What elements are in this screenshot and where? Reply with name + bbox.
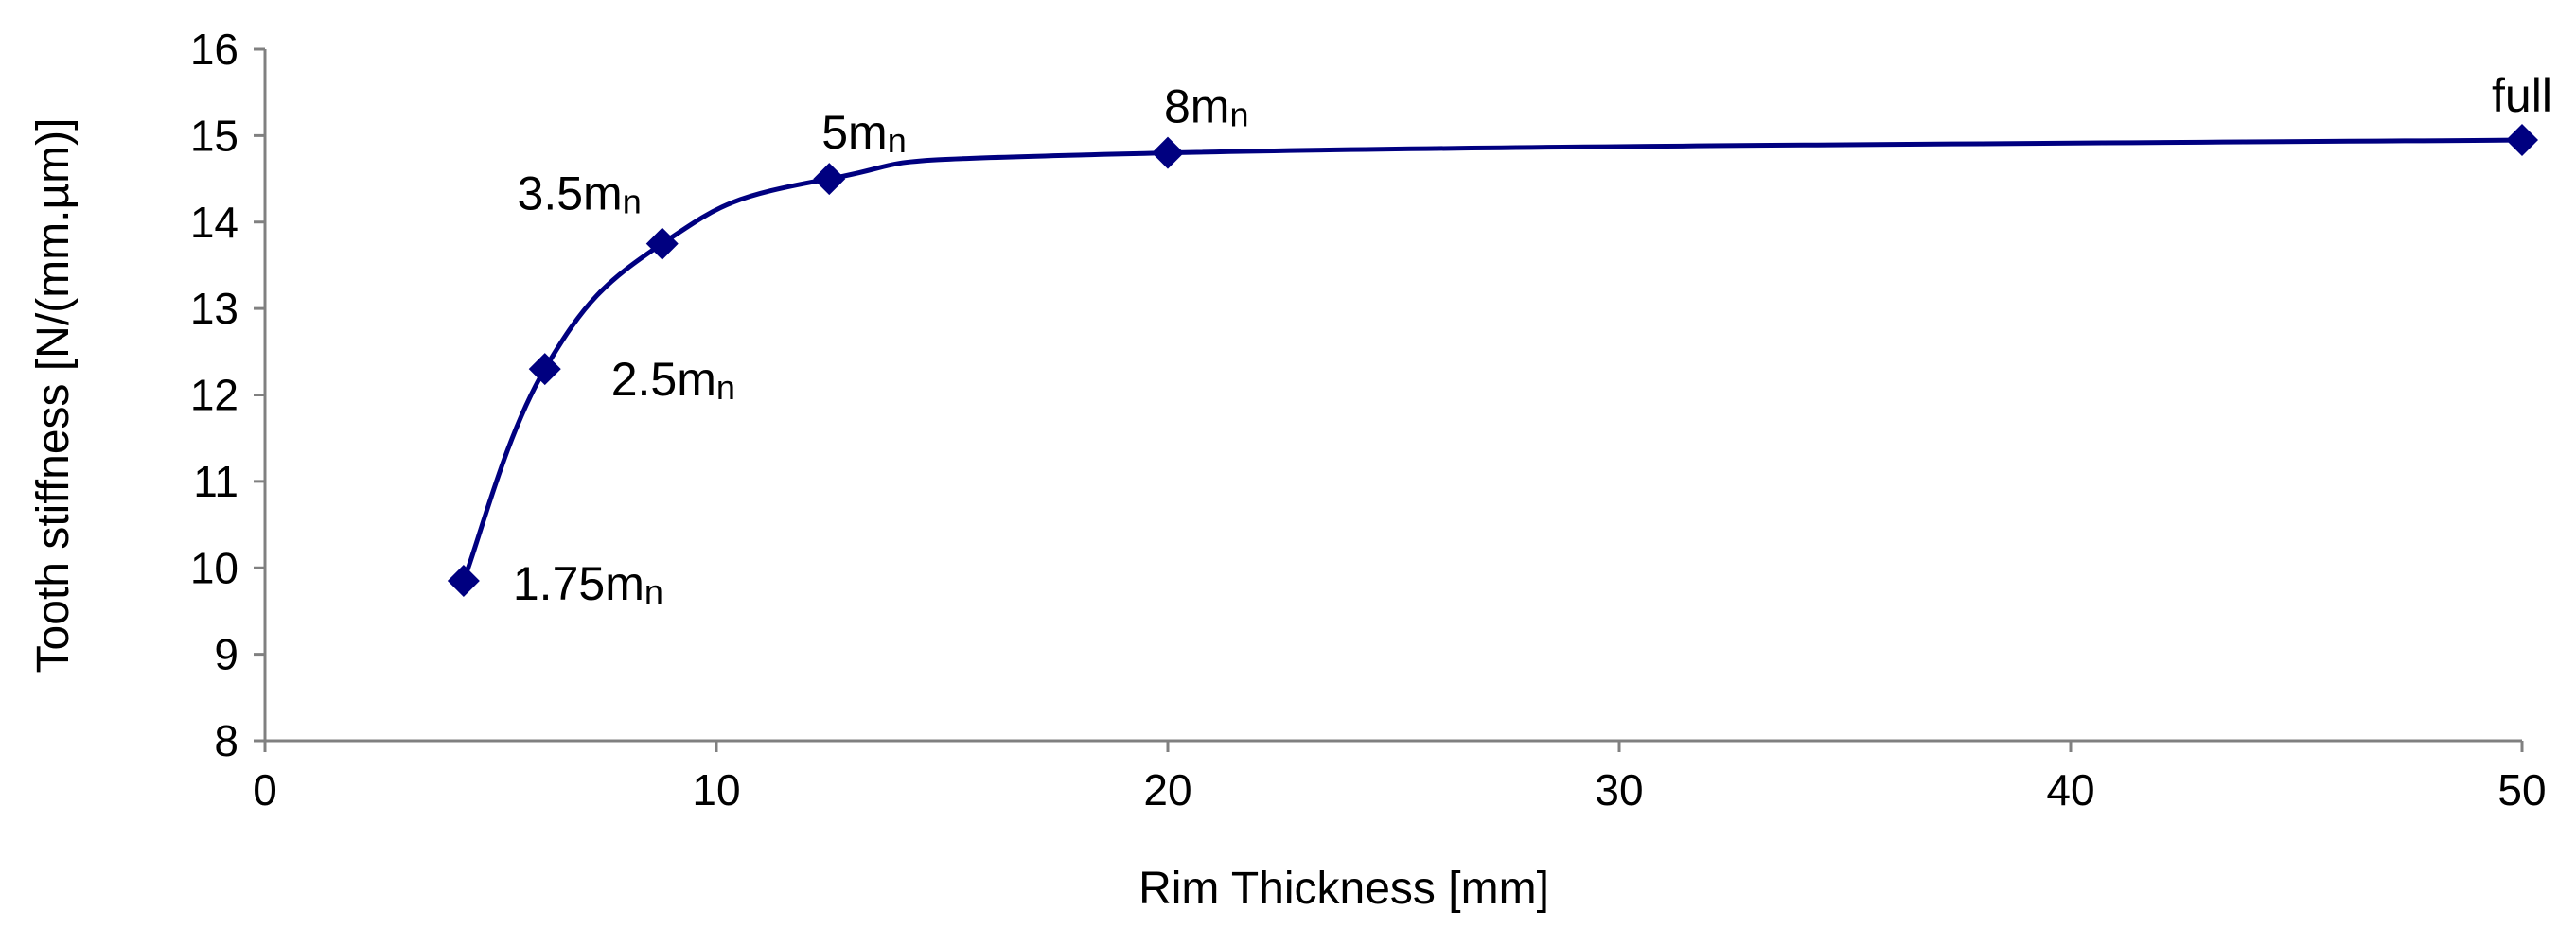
ticks: 8 9 10 11 12 13 14 15 16 0 10 20 30 40 50 [190, 25, 2547, 814]
data-point-label: 3.5mn [518, 167, 642, 221]
data-point-label-subscript: n [1229, 96, 1248, 134]
data-point-label: 8mn [1164, 80, 1249, 134]
data-point-label: 5mn [821, 106, 907, 160]
y-tick-label: 16 [190, 25, 238, 74]
data-point-label-main: 2.5m [611, 353, 716, 406]
x-tick-label: 50 [2497, 765, 2546, 814]
y-tick-label: 13 [190, 284, 238, 333]
data-point-marker [645, 227, 679, 260]
data-point-label-subscript: n [644, 572, 663, 611]
data-point-label: full [2492, 69, 2552, 122]
x-tick-label: 20 [1143, 765, 1191, 814]
x-tick-label: 40 [2046, 765, 2094, 814]
y-tick-label: 11 [193, 457, 238, 506]
data-point-label-main: full [2492, 69, 2552, 122]
data-point-label: 1.75mn [513, 557, 663, 611]
data-point-label-subscript: n [888, 121, 907, 160]
data-point-label-main: 3.5m [518, 167, 623, 220]
data-point-marker [528, 353, 561, 386]
data-point-label-main: 5m [821, 106, 887, 159]
data-point-marker [2506, 123, 2538, 156]
x-tick-label: 30 [1595, 765, 1643, 814]
y-tick-label: 12 [190, 371, 238, 420]
y-axis-title: Tooth stiffness [N/(mm.µm)] [28, 118, 79, 674]
series-line [461, 137, 2523, 582]
data-point-marker [1152, 136, 1184, 169]
data-point-marker [447, 564, 480, 597]
y-tick-label: 10 [190, 543, 238, 592]
data-point-label-main: 8m [1164, 80, 1229, 133]
data-point-label-main: 1.75m [513, 557, 644, 610]
y-tick-label: 8 [214, 716, 238, 765]
x-tick-label: 0 [253, 765, 277, 814]
y-tick-label: 14 [190, 198, 238, 247]
data-point-label: 2.5mn [611, 353, 735, 407]
data-point-label-subscript: n [716, 368, 735, 407]
series [447, 123, 2538, 597]
data-point-marker [813, 163, 846, 196]
y-tick-label: 15 [190, 111, 238, 160]
y-tick-label: 9 [214, 630, 238, 679]
data-point-label-subscript: n [623, 183, 642, 221]
x-tick-label: 10 [692, 765, 740, 814]
x-axis-title: Rim Thickness [mm] [1138, 864, 1549, 914]
